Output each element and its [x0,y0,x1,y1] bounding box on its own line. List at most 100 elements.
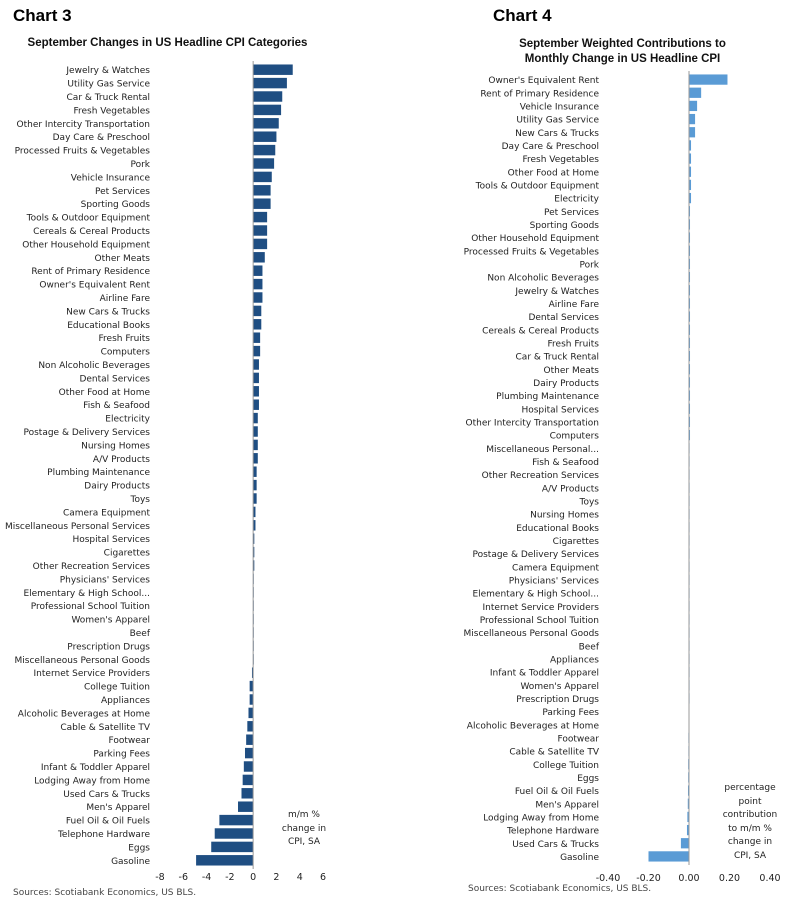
bar [253,77,287,89]
category-label: A/V Products [93,455,150,465]
bar [648,851,689,862]
category-label: Electricity [105,415,150,425]
chart4-plot: Owner's Equivalent Rent Rent of Primary R… [464,71,781,884]
category-label: Airline Fare [100,294,151,304]
bar [253,332,261,343]
category-label: Miscellaneous Personal... [486,445,599,455]
bar [689,140,692,151]
category-label: College Tuition [533,761,599,771]
category-label: Women's Apparel [71,616,150,626]
bar [247,721,254,732]
bar [242,774,254,786]
bar [238,801,254,812]
category-label: Pet Services [95,187,150,197]
bar [219,814,254,826]
category-label: Gasoline [111,857,150,867]
bar [689,298,691,309]
category-label: Professional School Tuition [480,616,599,626]
bar [689,350,691,362]
category-label: New Cars & Trucks [66,307,150,317]
bar [253,144,276,156]
bar [689,113,696,125]
category-label: Cigarettes [104,549,151,559]
category-label: Alcoholic Beverages at Home [18,709,151,719]
bar [689,219,691,230]
x-tick-label: -2 [225,872,234,883]
category-label: Cigarettes [553,537,600,547]
category-label: Fresh Vegetables [522,155,599,165]
bar [253,412,258,424]
category-label: Used Cars & Trucks [512,840,599,850]
category-label: Telephone Hardware [506,827,599,837]
bar [253,305,262,317]
bar [251,667,254,678]
bar [253,131,277,142]
bar [249,680,254,692]
category-label: Elementary & High School... [23,589,150,599]
bar [689,416,691,428]
category-label: Airline Fare [549,300,600,310]
x-tick-label: -8 [155,872,164,883]
bar [253,359,259,370]
category-label: Postage & Delivery Services [23,428,150,438]
bar [253,238,268,250]
category-label: Car & Truck Rental [516,353,599,363]
category-label: Fresh Fruits [548,339,600,349]
x-tick-label: -6 [179,872,188,883]
category-label: Cereals & Cereal Products [482,326,599,336]
category-label: Car & Truck Rental [67,93,150,103]
category-label: Other Intercity Transportation [466,418,600,428]
category-label: Postage & Delivery Services [472,550,599,560]
category-label: Internet Service Providers [483,603,600,613]
category-label: Lodging Away from Home [34,776,150,786]
bar [253,225,268,236]
bar [253,278,263,290]
chart4-title: September Weighted Contributions to Mont… [519,38,726,65]
x-tick-label: 0.00 [678,873,699,884]
category-label: Other Household Equipment [471,234,599,244]
category-label: Gasoline [560,853,599,863]
bar [214,828,254,839]
category-label: Nursing Homes [81,441,150,451]
category-label: Computers [101,348,151,358]
bar [689,390,691,401]
category-label: Utility Gas Service [516,116,599,126]
category-label: Footwear [108,736,150,746]
category-label: Eggs [128,843,150,853]
bar [689,403,691,414]
category-label: Plumbing Maintenance [496,392,599,402]
category-label: Infant & Toddler Apparel [490,669,599,679]
chart4-source: Sources: Scotiabank Economics, US BLS. [468,884,652,894]
x-tick-label: 0.20 [719,873,740,884]
bar [244,747,254,759]
chart4-heading: Chart 4 [493,6,552,25]
bar [680,838,689,849]
chart3-unit-note: m/m % change in CPI, SA [281,810,327,847]
category-label: Footwear [557,734,599,744]
bar [211,841,254,853]
category-label: Physicians' Services [509,576,600,586]
category-label: Women's Apparel [520,682,599,692]
bar [253,252,265,263]
category-label: Other Meats [544,366,600,376]
category-label: Miscellaneous Personal Services [5,522,150,532]
bar [686,824,689,836]
bar [253,104,282,116]
chart4-unit-note: percentage point contribution to m/m % c… [722,783,778,861]
bar [689,285,691,296]
category-label: Dairy Products [84,482,150,492]
category-label: Cable & Satellite TV [509,748,600,758]
category-label: Rent of Primary Residence [480,89,599,99]
bar [689,74,728,85]
bar [689,271,691,283]
category-label: Used Cars & Trucks [63,790,150,800]
category-label: Other Household Equipment [22,240,150,250]
category-label: Jewelry & Watches [514,287,599,297]
category-label: Alcoholic Beverages at Home [467,721,600,731]
category-label: Vehicle Insurance [71,173,151,183]
category-label: Men's Apparel [535,800,599,810]
bar [689,87,702,98]
x-tick-label: 2 [273,872,279,883]
bar [253,319,262,330]
category-label: Eggs [577,774,599,784]
